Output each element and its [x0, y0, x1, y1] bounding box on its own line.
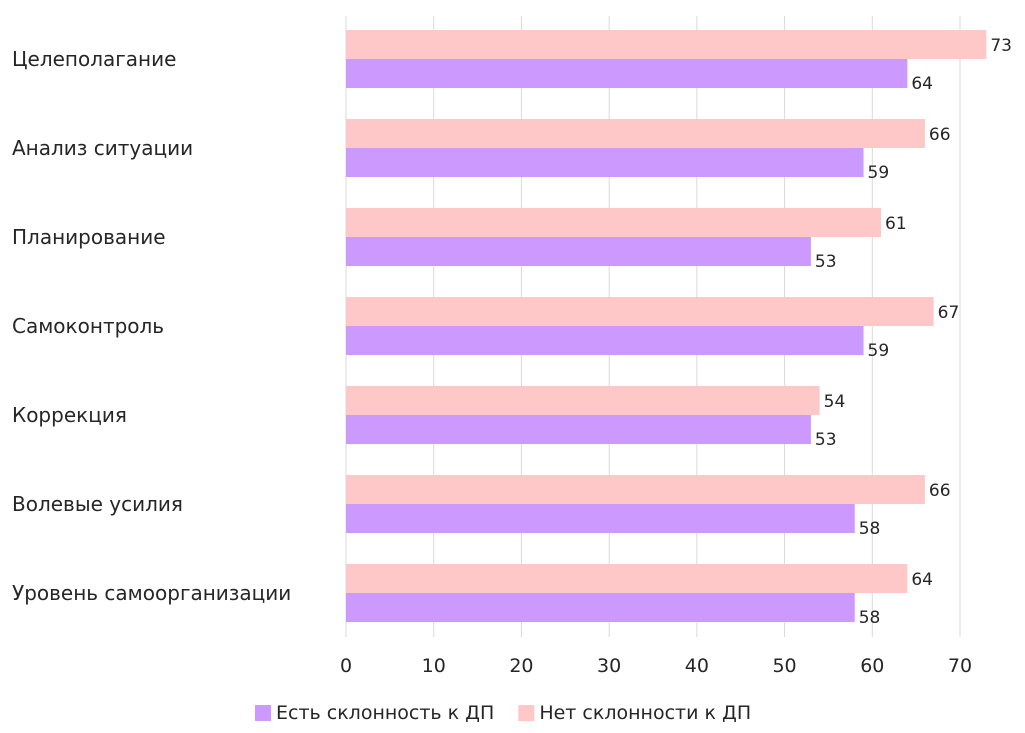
- bar: [346, 208, 882, 237]
- x-tick-label: 30: [597, 655, 621, 677]
- category-label: Планирование: [12, 225, 166, 249]
- data-label: 59: [868, 163, 890, 183]
- legend-label: Нет склонности к ДП: [539, 702, 751, 724]
- legend-swatch: [255, 705, 271, 721]
- bar: [346, 148, 864, 177]
- bar: [346, 564, 908, 593]
- data-label: 58: [859, 519, 881, 539]
- bar: [346, 386, 820, 415]
- category-label: Анализ ситуации: [12, 136, 193, 160]
- bar: [346, 30, 987, 59]
- legend: Есть склонность к ДП Нет склонности к ДП: [255, 702, 751, 724]
- bar: [346, 504, 855, 533]
- category-label: Целеполагание: [12, 47, 176, 71]
- bar: [346, 475, 925, 504]
- bar: [346, 59, 908, 88]
- bar: [346, 297, 934, 326]
- data-labels: 73 64 66 59 61 53 67 59 54 53 66 58 64 58: [815, 36, 1012, 628]
- category-label: Коррекция: [12, 403, 127, 427]
- category-labels: Целеполагание Анализ ситуации Планирование…: [12, 47, 291, 605]
- x-tick-label: 50: [772, 655, 796, 677]
- category-label: Волевые усилия: [12, 492, 183, 516]
- legend-label: Есть склонность к ДП: [276, 702, 494, 724]
- x-tick-label: 10: [422, 655, 446, 677]
- data-label: 67: [938, 303, 960, 323]
- category-label: Самоконтроль: [12, 314, 164, 338]
- x-tick-label: 70: [948, 655, 972, 677]
- data-label: 58: [859, 608, 881, 628]
- legend-swatch: [518, 705, 535, 721]
- data-label: 64: [911, 570, 933, 590]
- bar: [346, 415, 811, 444]
- bars: [346, 30, 987, 622]
- data-label: 54: [824, 392, 846, 412]
- x-tick-label: 60: [860, 655, 884, 677]
- bar: [346, 119, 925, 148]
- data-label: 53: [815, 430, 837, 450]
- category-label: Уровень самоорганизации: [12, 581, 291, 605]
- data-label: 66: [929, 481, 951, 501]
- data-label: 73: [990, 36, 1012, 56]
- data-label: 59: [868, 341, 890, 361]
- data-label: 61: [885, 214, 907, 234]
- bar: [346, 593, 855, 622]
- data-label: 53: [815, 252, 837, 272]
- data-label: 66: [929, 125, 951, 145]
- bar: [346, 237, 811, 266]
- x-tick-label: 40: [685, 655, 709, 677]
- x-tick-label: 20: [509, 655, 533, 677]
- data-label: 64: [911, 74, 933, 94]
- x-tick-label: 0: [340, 655, 352, 677]
- bar: [346, 326, 864, 355]
- x-axis-ticks: 0 10 20 30 40 50 60 70: [340, 655, 972, 677]
